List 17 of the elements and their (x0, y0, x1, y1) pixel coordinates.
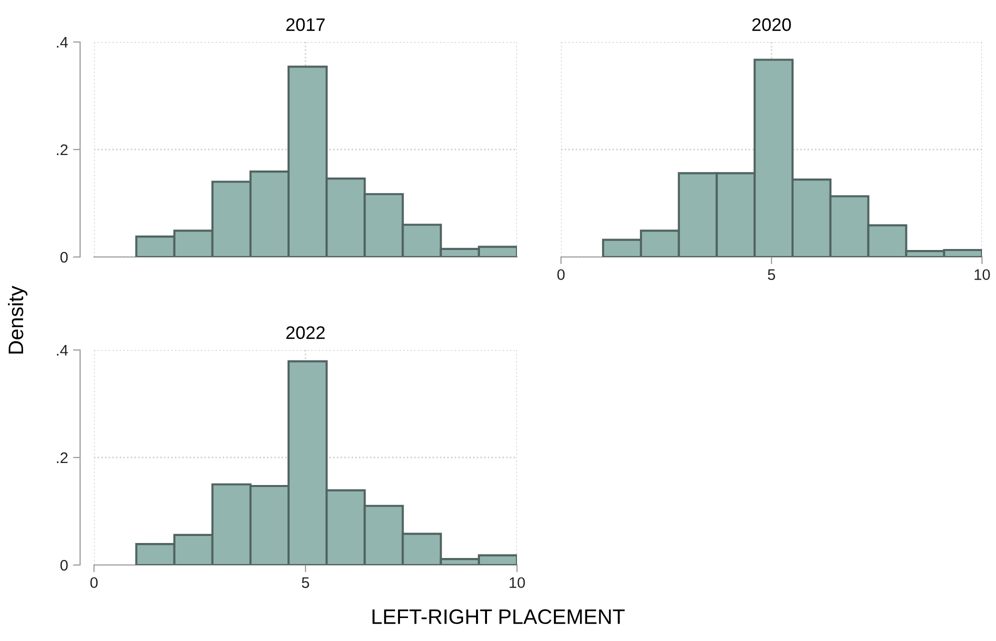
x-tick-label: 5 (302, 577, 310, 588)
y-tick-label: .2 (56, 452, 68, 464)
chart-title: 2022 (286, 326, 325, 340)
chart-title: 2017 (286, 18, 325, 32)
x-tick-label: 5 (768, 269, 776, 280)
y-tick-label: .2 (56, 144, 68, 156)
x-axis-title: LEFT-RIGHT PLACEMENT (372, 609, 625, 624)
chart-title: 2020 (752, 18, 791, 32)
y-tick-label: .4 (56, 345, 68, 356)
x-tick-label: 0 (90, 577, 98, 588)
y-tick-label: 0 (60, 560, 68, 571)
x-tick-label: 0 (557, 269, 565, 280)
y-tick-label: 0 (60, 252, 68, 263)
y-tick-label: .4 (56, 37, 68, 48)
x-tick-label: 10 (974, 269, 990, 280)
x-tick-label: 10 (510, 577, 525, 588)
y-axis-title: Density (8, 286, 28, 354)
